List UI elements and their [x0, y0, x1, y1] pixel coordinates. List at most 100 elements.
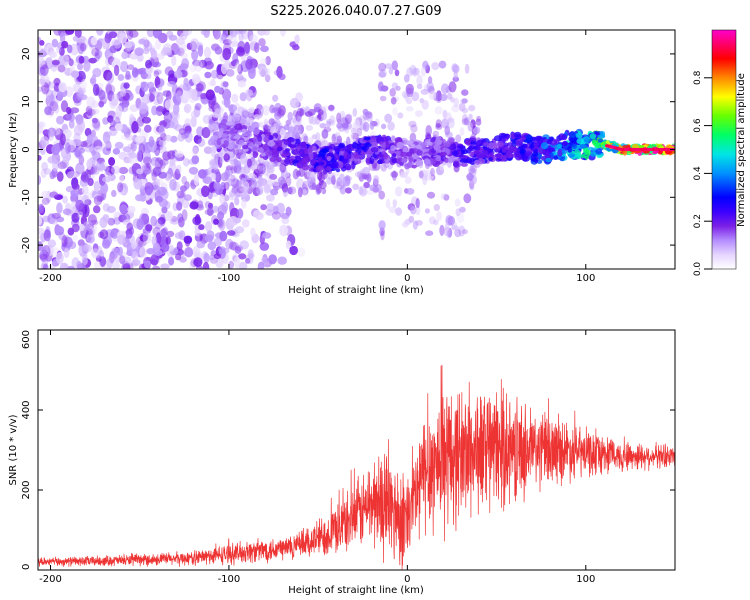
spectrogram-cell	[408, 156, 413, 163]
spectrogram-cell	[459, 158, 468, 163]
spectrogram-cell	[41, 135, 49, 146]
spectrogram-cell	[198, 224, 205, 231]
spectrogram-cell	[108, 157, 116, 166]
spectrogram-cell	[372, 175, 380, 186]
chart-title: S225.2026.040.07.27.G09	[270, 4, 441, 19]
snr-frame	[37, 329, 676, 571]
spectrogram-cell	[270, 126, 277, 135]
spectrogram-cell	[217, 211, 225, 220]
spectrogram-cell	[119, 255, 126, 265]
spectrogram-cell	[108, 31, 118, 39]
spectrogram-cell	[234, 30, 241, 35]
spectrogram-cell	[184, 247, 194, 258]
spectrogram-cell	[38, 122, 44, 130]
x-tick-label: -200	[39, 574, 62, 585]
spectrogram-cell	[281, 183, 288, 193]
spectrogram-cell	[263, 143, 269, 151]
spectrogram-cell	[426, 81, 434, 93]
spectrogram-cell	[39, 136, 50, 147]
spectrogram-cell	[439, 151, 447, 157]
spectrogram-cell	[208, 80, 216, 87]
spectrogram-cell	[247, 181, 254, 190]
spectrogram-cell	[94, 145, 103, 153]
spectrogram-cell	[204, 71, 212, 79]
spectrogram-cell	[431, 62, 440, 71]
spectrogram-cell	[276, 156, 282, 162]
spectrogram-cell	[420, 88, 429, 95]
spectrogram-cell	[328, 104, 335, 111]
spectrogram-cell	[523, 139, 531, 143]
spectrogram-y-ticks: -20 -10 0 10 20	[21, 48, 675, 253]
spectrogram-cell	[84, 145, 94, 153]
spectrogram-cell	[257, 163, 264, 175]
spectrogram-cell	[285, 119, 292, 126]
spectrogram-cell	[100, 182, 108, 195]
spectrogram-cell	[65, 30, 75, 35]
spectrogram-cell	[47, 127, 57, 137]
spectrogram-cell	[117, 182, 124, 193]
spectrogram-cell	[165, 134, 172, 142]
spectrogram-cell	[241, 198, 247, 209]
spectrogram-cell	[389, 88, 397, 97]
spectrogram-cell	[395, 186, 403, 197]
spectrogram-cell	[125, 30, 132, 36]
spectrogram-cell	[584, 135, 590, 143]
spectrogram-cell	[301, 164, 310, 171]
snr-plot-area	[38, 330, 675, 570]
spectrogram-cell	[416, 83, 423, 90]
spectrogram-cell	[140, 159, 147, 171]
spectrogram-cell	[287, 187, 293, 195]
spectrogram-cell	[236, 208, 244, 219]
spectrogram-cell	[175, 253, 182, 261]
spectrogram-cell	[169, 159, 176, 167]
spectrogram-cell	[277, 109, 285, 118]
spectrogram-cell	[68, 119, 75, 129]
spectrogram-cell	[294, 34, 300, 45]
spectrogram-cell	[501, 148, 507, 153]
spectrogram-cell	[408, 120, 417, 128]
spectrogram-cell	[168, 256, 175, 266]
spectrogram-cell	[73, 132, 81, 144]
spectrogram-cell	[72, 36, 79, 42]
spectrogram-cell	[183, 103, 192, 114]
spectrogram-cell	[223, 140, 229, 148]
spectrogram-cell	[46, 81, 56, 89]
spectrogram-cell	[403, 74, 410, 83]
spectrogram-cell	[322, 105, 330, 112]
spectrogram-cell	[433, 219, 439, 226]
spectrogram-cell	[200, 92, 208, 100]
spectrogram-cell	[181, 175, 187, 185]
colorbar-tick-label: 0.8	[693, 70, 703, 85]
spectrogram-cell	[454, 228, 462, 238]
spectrogram-cell	[230, 241, 239, 251]
spectrogram-cell	[194, 228, 201, 237]
spectrogram-cell	[445, 148, 451, 156]
spectrogram-cell	[336, 135, 343, 145]
spectrogram-cell	[241, 109, 249, 119]
spectrogram-cell	[122, 263, 131, 269]
spectrogram-cell	[514, 150, 521, 158]
spectrogram-cell	[271, 181, 279, 188]
spectrogram-cell	[81, 185, 89, 195]
spectrogram-cell	[215, 257, 224, 268]
spectrogram-cell	[234, 134, 241, 140]
spectrogram-cell	[399, 151, 408, 157]
spectrogram-cell	[360, 146, 367, 151]
spectrogram-cell	[454, 198, 461, 207]
spectrogram-cell	[234, 246, 242, 255]
spectrogram-cell	[121, 51, 129, 60]
spectrogram-cell	[40, 168, 47, 179]
spectrogram-cell	[148, 136, 155, 148]
spectrogram-cell	[117, 246, 123, 257]
spectrogram-cell	[395, 85, 401, 91]
spectrogram-cell	[178, 128, 187, 135]
spectrogram-cell	[318, 188, 324, 194]
spectrogram-cell	[402, 147, 408, 153]
spectrogram-cell	[149, 93, 155, 102]
spectrogram-cell	[229, 174, 238, 185]
spectrogram-cell	[391, 135, 396, 142]
spectrogram-cell	[420, 66, 426, 77]
spectrogram-cell	[239, 240, 249, 250]
spectrogram-cell	[436, 211, 443, 222]
spectrogram-cell	[131, 121, 139, 134]
